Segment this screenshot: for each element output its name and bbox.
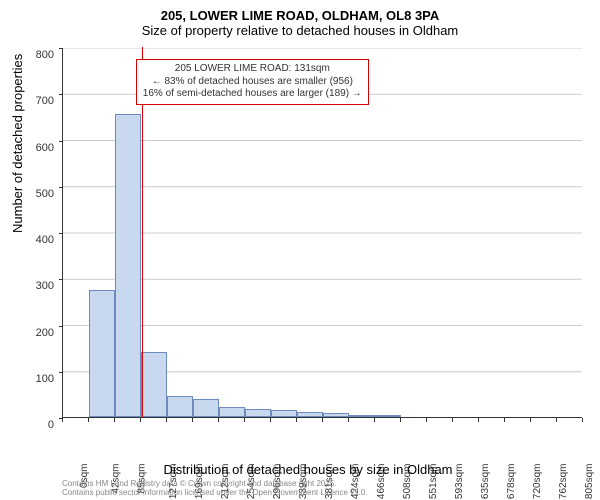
y-tick-mark [59, 279, 63, 280]
x-tick-mark [244, 418, 245, 422]
y-tick-label: 200 [0, 327, 54, 339]
y-tick-label: 300 [0, 280, 54, 292]
histogram-bar [271, 410, 297, 417]
histogram-bar [375, 415, 401, 417]
plot-area: 205 LOWER LIME ROAD: 131sqm ← 83% of det… [62, 48, 582, 418]
x-tick-mark [530, 418, 531, 422]
histogram-bar [323, 413, 349, 417]
y-tick-label: 500 [0, 188, 54, 200]
footnote-line-2: Contains public sector information licen… [62, 489, 368, 498]
callout-box: 205 LOWER LIME ROAD: 131sqm ← 83% of det… [136, 59, 369, 105]
x-tick-mark [140, 418, 141, 422]
y-tick-mark [59, 326, 63, 327]
x-tick-mark [478, 418, 479, 422]
y-tick-mark [59, 372, 63, 373]
footnote: Contains HM Land Registry data © Crown c… [62, 480, 368, 498]
y-tick-label: 700 [0, 95, 54, 107]
x-tick-mark [374, 418, 375, 422]
histogram-bar [349, 415, 375, 417]
x-tick-mark [400, 418, 401, 422]
y-tick-mark [59, 233, 63, 234]
y-axis-ticks: 0100200300400500600700800 [0, 48, 58, 418]
y-tick-mark [59, 48, 63, 49]
x-tick-mark [348, 418, 349, 422]
y-tick-mark [59, 141, 63, 142]
x-tick-mark [218, 418, 219, 422]
y-tick-mark [59, 94, 63, 95]
histogram-bar [115, 114, 141, 417]
x-tick-mark [504, 418, 505, 422]
histogram-bar [245, 409, 271, 417]
x-axis-label: Distribution of detached houses by size … [8, 462, 600, 477]
histogram-bar [167, 396, 193, 417]
x-tick-mark [426, 418, 427, 422]
histogram-bar [193, 399, 219, 418]
histogram-bar [89, 290, 115, 417]
y-tick-label: 100 [0, 373, 54, 385]
x-tick-mark [296, 418, 297, 422]
x-tick-mark [582, 418, 583, 422]
x-tick-mark [452, 418, 453, 422]
y-tick-label: 400 [0, 234, 54, 246]
chart-subtitle: Size of property relative to detached ho… [8, 23, 592, 38]
x-tick-mark [322, 418, 323, 422]
callout-line-3: 16% of semi-detached houses are larger (… [143, 88, 362, 101]
x-tick-mark [270, 418, 271, 422]
x-tick-mark [192, 418, 193, 422]
y-tick-mark [59, 187, 63, 188]
y-tick-label: 800 [0, 49, 54, 61]
x-tick-mark [88, 418, 89, 422]
callout-line-1: 205 LOWER LIME ROAD: 131sqm [143, 63, 362, 76]
histogram-bar [141, 352, 167, 417]
y-tick-label: 600 [0, 142, 54, 154]
histogram-bar [219, 407, 245, 417]
x-tick-mark [556, 418, 557, 422]
x-tick-mark [114, 418, 115, 422]
callout-line-2: ← 83% of detached houses are smaller (95… [143, 76, 362, 89]
chart-container: 205, LOWER LIME ROAD, OLDHAM, OL8 3PA Si… [0, 0, 600, 500]
x-tick-mark [62, 418, 63, 422]
chart-title: 205, LOWER LIME ROAD, OLDHAM, OL8 3PA [8, 8, 592, 23]
x-tick-mark [166, 418, 167, 422]
y-tick-label: 0 [0, 419, 54, 431]
histogram-bar [297, 412, 323, 417]
